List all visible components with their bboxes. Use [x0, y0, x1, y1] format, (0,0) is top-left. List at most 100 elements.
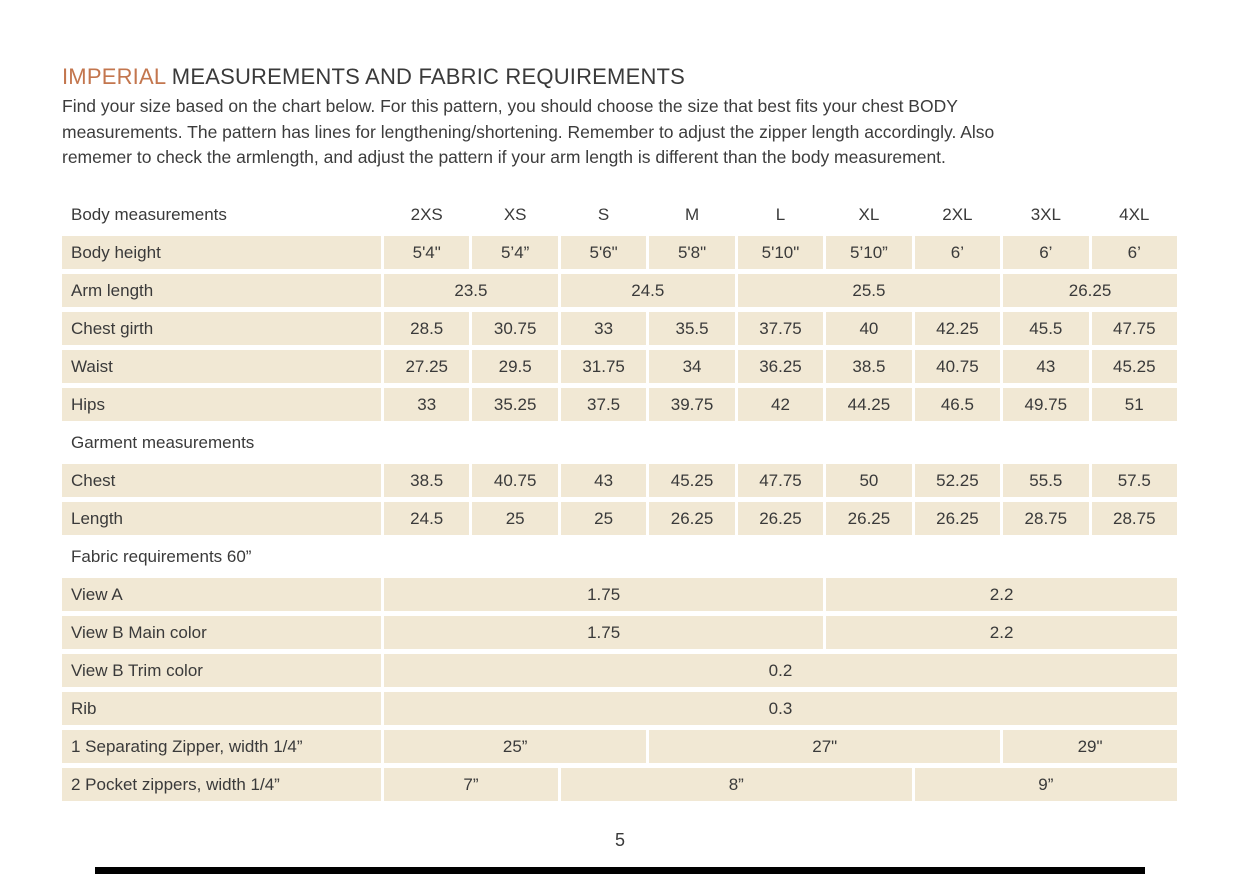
table-cell: 1.75: [384, 578, 824, 611]
table-cell: 37.5: [560, 388, 647, 421]
row-label-arm-length: Arm length: [62, 274, 381, 307]
size-header-2xl: 2XL: [942, 204, 973, 224]
table-cell: 45.25: [1091, 350, 1177, 383]
row-label-waist: Waist: [62, 350, 381, 383]
footer-rule: [95, 867, 1145, 874]
table-cell: 40: [826, 312, 912, 345]
table-cell: 28.75: [1003, 502, 1089, 535]
table-cell: 5'6": [560, 236, 647, 269]
table-cell: 5'8": [649, 236, 735, 269]
table-cell: 25.5: [737, 274, 1001, 307]
measurements-table: Body measurements 2XS XS S M L XL 2XL 3X…: [62, 198, 1177, 801]
table-cell: 27.25: [384, 350, 470, 383]
row-label-length: Length: [62, 502, 381, 535]
row-label-separating-zipper: 1 Separating Zipper, width 1/4”: [62, 730, 381, 763]
page-title-rest: MEASUREMENTS AND FABRIC REQUIREMENTS: [165, 64, 686, 89]
intro-line: rememer to check the armlength, and adju…: [62, 147, 946, 167]
size-header-l: L: [775, 204, 786, 224]
table-cell: 46.5: [914, 388, 1001, 421]
table-cell: 38.5: [826, 350, 912, 383]
table-cell: 6’: [1003, 236, 1089, 269]
table-cell: 42: [737, 388, 824, 421]
table-cell: 29": [1003, 730, 1177, 763]
table-cell: 51: [1091, 388, 1177, 421]
table-cell: 43: [560, 464, 647, 497]
table-cell: 45.25: [649, 464, 735, 497]
table-cell: 40.75: [914, 350, 1001, 383]
table-cell: 36.25: [737, 350, 824, 383]
table-cell: 39.75: [649, 388, 735, 421]
table-cell: 0.3: [384, 692, 1177, 725]
table-cell: 35.25: [472, 388, 558, 421]
table-cell: 28.75: [1091, 502, 1177, 535]
table-cell: 25: [472, 502, 558, 535]
table-cell: 8”: [560, 768, 912, 801]
table-cell: 47.75: [737, 464, 824, 497]
table-cell: 37.75: [737, 312, 824, 345]
table-cell: 30.75: [472, 312, 558, 345]
table-cell: 23.5: [384, 274, 558, 307]
table-cell: 7”: [384, 768, 558, 801]
page-title: IMPERIAL MEASUREMENTS AND FABRIC REQUIRE…: [62, 64, 685, 90]
intro-line: measurements. The pattern has lines for …: [62, 121, 995, 142]
table-cell: 25: [560, 502, 647, 535]
table-cell: 57.5: [1091, 464, 1177, 497]
table-header-label: Body measurements: [71, 204, 227, 224]
page-title-highlight: IMPERIAL: [62, 64, 166, 89]
table-cell: 2.2: [826, 578, 1177, 611]
table-cell: 29.5: [472, 350, 558, 383]
table-cell: 26.25: [826, 502, 912, 535]
section-header-garment: Garment measurements: [71, 432, 255, 452]
row-label-view-a: View A: [62, 578, 381, 611]
row-label-hips: Hips: [62, 388, 381, 421]
table-cell: 26.25: [649, 502, 735, 535]
size-header-xs: XS: [503, 204, 527, 224]
table-cell: 24.5: [384, 502, 470, 535]
intro-paragraph: Find your size based on the chart below.…: [62, 94, 1192, 171]
table-cell: 5'10": [737, 236, 824, 269]
size-header-3xl: 3XL: [1030, 204, 1061, 224]
table-cell: 25”: [384, 730, 647, 763]
table-cell: 55.5: [1003, 464, 1089, 497]
table-cell: 27": [649, 730, 1001, 763]
table-cell: 5’10”: [826, 236, 912, 269]
table-cell: 45.5: [1003, 312, 1089, 345]
table-cell: 0.2: [384, 654, 1177, 687]
table-cell: 42.25: [914, 312, 1001, 345]
table-cell: 35.5: [649, 312, 735, 345]
table-cell: 33: [384, 388, 470, 421]
size-header-2xs: 2XS: [410, 204, 443, 224]
row-label-view-b-main: View B Main color: [62, 616, 381, 649]
table-cell: 43: [1003, 350, 1089, 383]
table-cell: 44.25: [826, 388, 912, 421]
table-cell: 52.25: [914, 464, 1001, 497]
row-label-chest: Chest: [62, 464, 381, 497]
table-cell: 26.25: [1003, 274, 1177, 307]
row-label-view-b-trim: View B Trim color: [62, 654, 381, 687]
table-cell: 47.75: [1091, 312, 1177, 345]
section-header-fabric: Fabric requirements 60”: [71, 546, 252, 566]
row-label-rib: Rib: [62, 692, 381, 725]
row-label-pocket-zippers: 2 Pocket zippers, width 1/4”: [62, 768, 381, 801]
table-cell: 9”: [914, 768, 1177, 801]
page-number: 5: [614, 830, 625, 850]
table-cell: 5'4": [384, 236, 470, 269]
table-cell: 5’4”: [472, 236, 558, 269]
table-cell: 33: [560, 312, 647, 345]
size-header-m: M: [684, 204, 700, 224]
table-cell: 1.75: [384, 616, 824, 649]
table-cell: 38.5: [384, 464, 470, 497]
table-cell: 34: [649, 350, 735, 383]
table-cell: 6’: [914, 236, 1001, 269]
table-cell: 31.75: [560, 350, 647, 383]
table-cell: 26.25: [737, 502, 824, 535]
row-label-body-height: Body height: [62, 236, 381, 269]
row-label-chest-girth: Chest girth: [62, 312, 381, 345]
size-header-s: S: [597, 204, 610, 224]
table-cell: 26.25: [914, 502, 1001, 535]
table-cell: 28.5: [384, 312, 470, 345]
table-cell: 2.2: [826, 616, 1177, 649]
table-cell: 49.75: [1003, 388, 1089, 421]
table-cell: 24.5: [560, 274, 735, 307]
